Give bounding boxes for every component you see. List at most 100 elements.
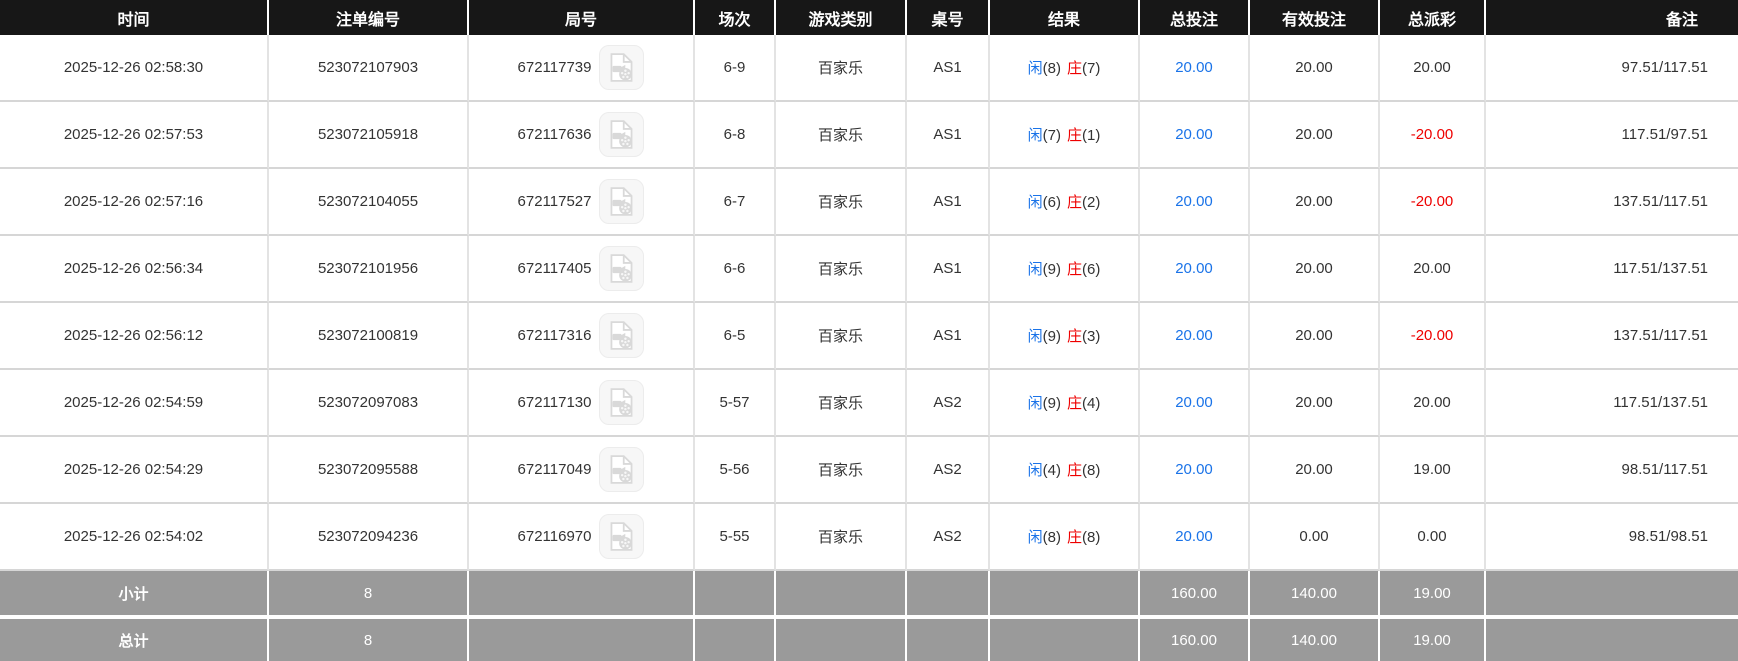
valid-bet-cell: 20.00 xyxy=(1250,169,1380,236)
remark-cell: 137.51/117.51 xyxy=(1486,169,1738,236)
video-replay-button[interactable] xyxy=(599,246,645,291)
table-row: 2025-12-26 02:54:59 523072097083 6721171… xyxy=(0,370,1738,437)
player-points: (9) xyxy=(1042,261,1061,278)
round-number: 672117636 xyxy=(517,126,592,143)
total-bet-link[interactable]: 20.00 xyxy=(1140,504,1250,571)
result-cell: 闲(9) 庄(4) xyxy=(990,370,1140,437)
payout-cell: -20.00 xyxy=(1380,169,1486,236)
valid-bet-cell: 20.00 xyxy=(1250,370,1380,437)
game-type-cell: 百家乐 xyxy=(776,303,907,370)
total-bet-link[interactable]: 20.00 xyxy=(1140,169,1250,236)
payout-cell: -20.00 xyxy=(1380,303,1486,370)
summary-total-bet: 160.00 xyxy=(1140,615,1250,661)
valid-bet-cell: 20.00 xyxy=(1250,236,1380,303)
time-cell: 2025-12-26 02:57:16 xyxy=(0,169,269,236)
video-replay-button[interactable] xyxy=(599,112,645,157)
bet-id-cell: 523072094236 xyxy=(269,504,469,571)
video-replay-button[interactable] xyxy=(599,179,645,224)
game-type-cell: 百家乐 xyxy=(776,370,907,437)
table-no-cell: AS1 xyxy=(907,303,990,370)
table-no-cell: AS1 xyxy=(907,169,990,236)
summary-label: 总计 xyxy=(0,615,269,661)
banker-points: (2) xyxy=(1082,194,1101,211)
session-cell: 5-55 xyxy=(695,504,776,571)
total-bet-link[interactable]: 20.00 xyxy=(1140,370,1250,437)
round-number: 672117049 xyxy=(517,461,592,478)
summary-empty-session xyxy=(695,571,776,615)
table-row: 2025-12-26 02:58:30 523072107903 6721177… xyxy=(0,35,1738,102)
banker-result: 庄 xyxy=(1067,194,1083,211)
video-replay-button[interactable] xyxy=(599,313,645,358)
banker-points: (4) xyxy=(1082,395,1101,412)
valid-bet-cell: 0.00 xyxy=(1250,504,1380,571)
banker-points: (6) xyxy=(1082,261,1101,278)
player-points: (4) xyxy=(1042,462,1061,479)
player-result: 闲 xyxy=(1027,127,1043,144)
summary-valid-bet: 140.00 xyxy=(1250,571,1380,615)
col-header-table-no: 桌号 xyxy=(907,0,990,35)
remark-cell: 98.51/98.51 xyxy=(1486,504,1738,571)
bet-id-cell: 523072101956 xyxy=(269,236,469,303)
col-header-time: 时间 xyxy=(0,0,269,35)
summary-empty-result xyxy=(990,571,1140,615)
remark-cell: 137.51/117.51 xyxy=(1486,303,1738,370)
header-row: 时间 注单编号 局号 场次 游戏类别 桌号 结果 总投注 有效投注 总派彩 备注 xyxy=(0,0,1738,35)
player-result: 闲 xyxy=(1027,194,1043,211)
summary-count: 8 xyxy=(269,571,469,615)
game-type-cell: 百家乐 xyxy=(776,504,907,571)
remark-cell: 117.51/137.51 xyxy=(1486,370,1738,437)
summary-empty-round xyxy=(469,615,695,661)
video-replay-button[interactable] xyxy=(599,514,645,559)
video-replay-button[interactable] xyxy=(599,45,645,90)
summary-empty-table-no xyxy=(907,571,990,615)
round-cell: 672117316 xyxy=(469,303,695,370)
time-cell: 2025-12-26 02:58:30 xyxy=(0,35,269,102)
total-bet-link[interactable]: 20.00 xyxy=(1140,102,1250,169)
game-type-cell: 百家乐 xyxy=(776,236,907,303)
col-header-game-type: 游戏类别 xyxy=(776,0,907,35)
col-header-total-payout: 总派彩 xyxy=(1380,0,1486,35)
col-header-bet-id: 注单编号 xyxy=(269,0,469,35)
video-file-icon xyxy=(611,455,633,484)
banker-points: (8) xyxy=(1082,462,1101,479)
time-cell: 2025-12-26 02:54:29 xyxy=(0,437,269,504)
table-no-cell: AS1 xyxy=(907,35,990,102)
banker-result: 庄 xyxy=(1067,328,1083,345)
total-bet-link[interactable]: 20.00 xyxy=(1140,303,1250,370)
total-bet-link[interactable]: 20.00 xyxy=(1140,35,1250,102)
result-cell: 闲(4) 庄(8) xyxy=(990,437,1140,504)
session-cell: 6-8 xyxy=(695,102,776,169)
round-cell: 672116970 xyxy=(469,504,695,571)
table-row: 2025-12-26 02:56:12 523072100819 6721173… xyxy=(0,303,1738,370)
time-cell: 2025-12-26 02:54:59 xyxy=(0,370,269,437)
video-replay-button[interactable] xyxy=(599,447,645,492)
banker-result: 庄 xyxy=(1067,462,1083,479)
result-cell: 闲(7) 庄(1) xyxy=(990,102,1140,169)
table-no-cell: AS2 xyxy=(907,370,990,437)
table-row: 2025-12-26 02:56:34 523072101956 6721174… xyxy=(0,236,1738,303)
round-cell: 672117636 xyxy=(469,102,695,169)
summary-payout: 19.00 xyxy=(1380,571,1486,615)
total-bet-link[interactable]: 20.00 xyxy=(1140,236,1250,303)
banker-result: 庄 xyxy=(1067,127,1083,144)
video-replay-button[interactable] xyxy=(599,380,645,425)
table-row: 2025-12-26 02:57:53 523072105918 6721176… xyxy=(0,102,1738,169)
col-header-remark: 备注 xyxy=(1486,0,1738,35)
result-cell: 闲(8) 庄(8) xyxy=(990,504,1140,571)
video-file-icon xyxy=(611,522,633,551)
round-number: 672117130 xyxy=(517,394,592,411)
col-header-valid-bet: 有效投注 xyxy=(1250,0,1380,35)
total-bet-link[interactable]: 20.00 xyxy=(1140,437,1250,504)
player-result: 闲 xyxy=(1027,328,1043,345)
summary-empty-game-type xyxy=(776,615,907,661)
table-row: 2025-12-26 02:54:02 523072094236 6721169… xyxy=(0,504,1738,571)
payout-cell: 0.00 xyxy=(1380,504,1486,571)
video-file-icon xyxy=(611,120,633,149)
round-cell: 672117405 xyxy=(469,236,695,303)
player-points: (6) xyxy=(1042,194,1061,211)
player-result: 闲 xyxy=(1027,462,1043,479)
video-file-icon xyxy=(611,321,633,350)
game-type-cell: 百家乐 xyxy=(776,35,907,102)
bet-id-cell: 523072097083 xyxy=(269,370,469,437)
